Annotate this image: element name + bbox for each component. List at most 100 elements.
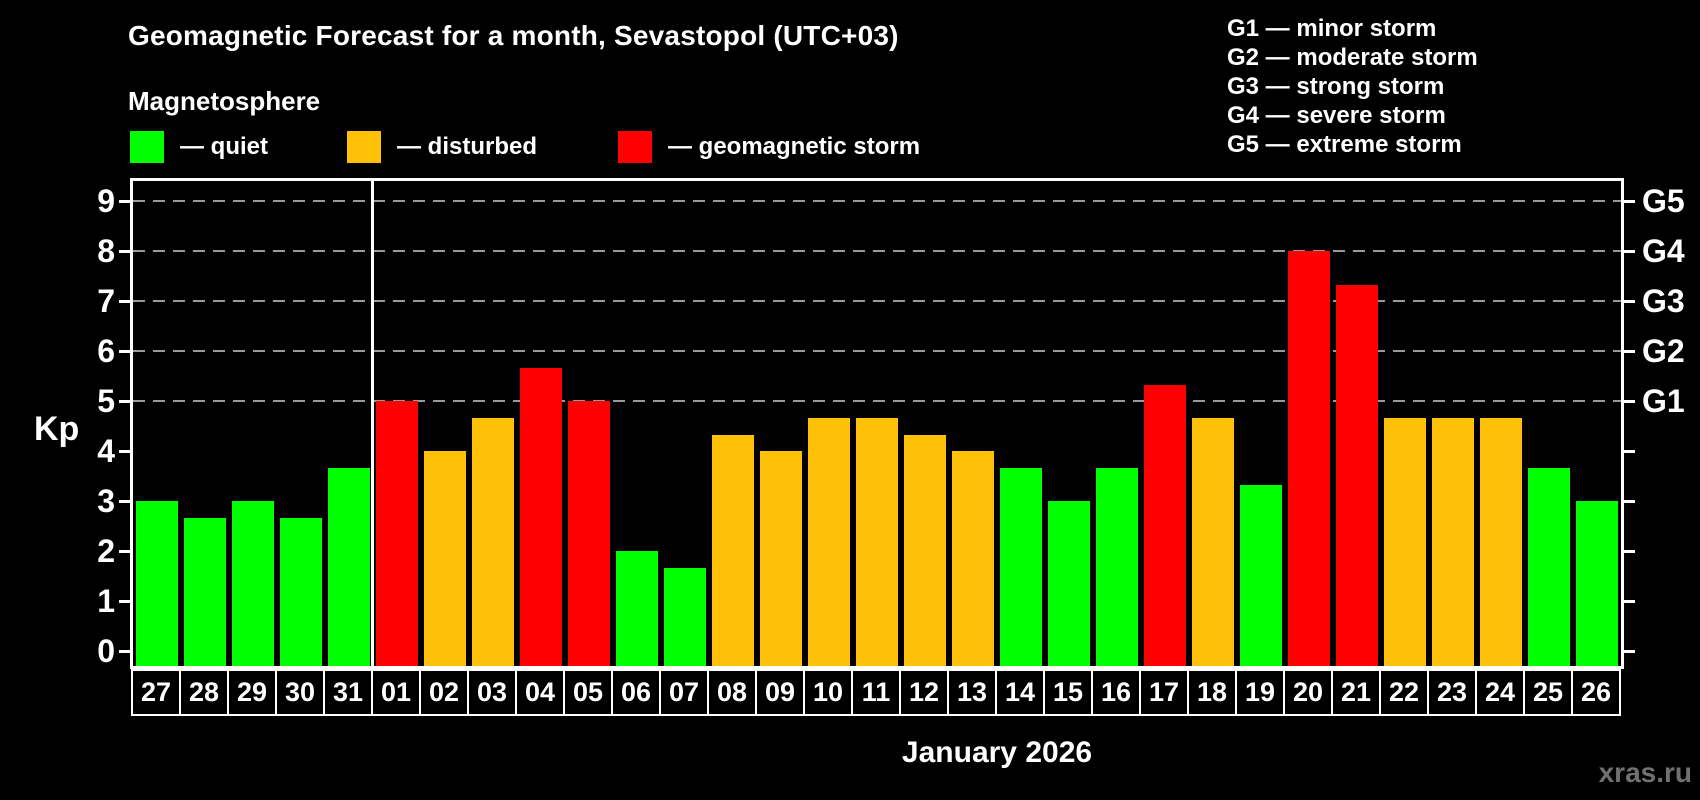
date-cell-25: 25 <box>1523 669 1573 716</box>
y-axis-tick-right <box>1621 450 1635 453</box>
chart-subtitle: Magnetosphere <box>128 86 321 116</box>
date-cell-02: 02 <box>419 669 469 716</box>
watermark: xras.ru <box>1598 757 1692 788</box>
gridline-kp6 <box>133 350 1621 352</box>
kp-bar-25 <box>1528 467 1570 666</box>
y-tick-label: 9 <box>97 183 115 219</box>
kp-bar-20 <box>1288 251 1330 666</box>
y-axis-tick-right <box>1621 400 1635 403</box>
y-axis-tick-right <box>1621 650 1635 653</box>
y-tick-label: 5 <box>97 383 115 419</box>
y-tick-label: 2 <box>97 533 115 569</box>
y-axis-tick-left <box>119 450 133 453</box>
kp-bar-11 <box>856 417 898 666</box>
date-cell-31: 31 <box>323 669 373 716</box>
g-legend-line: G4 — severe storm <box>1227 102 1446 129</box>
date-cell-20: 20 <box>1283 669 1333 716</box>
y-tick-label: 4 <box>97 433 115 469</box>
kp-bar-24 <box>1480 417 1522 666</box>
g-axis-label-g5: G5 <box>1642 183 1685 219</box>
y-axis-tick-right <box>1621 600 1635 603</box>
date-cell-11: 11 <box>851 669 901 716</box>
kp-bar-30 <box>280 517 322 666</box>
y-axis-tick-left <box>119 200 133 203</box>
y-tick-label: 0 <box>97 633 115 669</box>
g-legend-line: G1 — minor storm <box>1227 15 1437 42</box>
legend-item-quiet: — quiet <box>130 131 268 163</box>
month-divider <box>371 181 374 666</box>
date-cell-14: 14 <box>995 669 1045 716</box>
date-cell-16: 16 <box>1091 669 1141 716</box>
g-axis-label-g1: G1 <box>1642 383 1685 419</box>
kp-bar-26 <box>1576 501 1618 666</box>
kp-bar-17 <box>1144 384 1186 666</box>
date-cell-10: 10 <box>803 669 853 716</box>
kp-bar-10 <box>808 417 850 666</box>
y-axis-tick-left <box>119 650 133 653</box>
kp-bar-23 <box>1432 417 1474 666</box>
kp-bar-18 <box>1192 417 1234 666</box>
kp-bar-08 <box>712 434 754 666</box>
kp-bar-02 <box>424 451 466 666</box>
kp-bar-28 <box>184 517 226 666</box>
kp-bar-12 <box>904 434 946 666</box>
y-axis-tick-right <box>1621 500 1635 503</box>
y-axis-tick-left <box>119 250 133 253</box>
gridline-kp9 <box>133 200 1621 202</box>
x-axis-title: January 2026 <box>901 736 1093 769</box>
date-cell-08: 08 <box>707 669 757 716</box>
date-cell-12: 12 <box>899 669 949 716</box>
date-cell-29: 29 <box>227 669 277 716</box>
date-cell-07: 07 <box>659 669 709 716</box>
kp-bar-27 <box>136 501 178 666</box>
date-cell-13: 13 <box>947 669 997 716</box>
y-tick-label: 7 <box>97 283 115 319</box>
date-cell-21: 21 <box>1331 669 1381 716</box>
kp-bar-29 <box>232 501 274 666</box>
kp-bar-06 <box>616 551 658 666</box>
y-axis-tick-left <box>119 350 133 353</box>
kp-bar-19 <box>1240 484 1282 666</box>
date-cell-30: 30 <box>275 669 325 716</box>
kp-bar-09 <box>760 451 802 666</box>
y-tick-label: 8 <box>97 233 115 269</box>
legend-item-disturbed: — disturbed <box>347 131 537 163</box>
kp-bar-21 <box>1336 284 1378 666</box>
kp-bar-13 <box>952 451 994 666</box>
y-axis-tick-right <box>1621 250 1635 253</box>
date-cell-06: 06 <box>611 669 661 716</box>
y-axis-tick-right <box>1621 550 1635 553</box>
kp-bar-05 <box>568 401 610 666</box>
y-axis-tick-right <box>1621 300 1635 303</box>
y-tick-label: 6 <box>97 333 115 369</box>
y-axis-tick-left <box>119 400 133 403</box>
kp-bar-03 <box>472 417 514 666</box>
g-legend-line: G5 — extreme storm <box>1227 131 1462 158</box>
date-cell-28: 28 <box>179 669 229 716</box>
gridline-kp5 <box>133 400 1621 402</box>
kp-bar-15 <box>1048 501 1090 666</box>
date-cell-15: 15 <box>1043 669 1093 716</box>
gridline-kp8 <box>133 250 1621 252</box>
chart-title: Geomagnetic Forecast for a month, Sevast… <box>128 20 899 51</box>
g-scale-legend: G1 — minor storm G2 — moderate storm G3 … <box>1227 14 1478 159</box>
g-axis-label-g4: G4 <box>1642 233 1685 269</box>
date-cell-22: 22 <box>1379 669 1429 716</box>
kp-bar-01 <box>376 401 418 666</box>
disturbed-swatch-icon <box>347 131 381 163</box>
date-cell-19: 19 <box>1235 669 1285 716</box>
y-axis-tick-left <box>119 600 133 603</box>
date-cell-18: 18 <box>1187 669 1237 716</box>
storm-swatch-icon <box>618 131 652 163</box>
date-cell-17: 17 <box>1139 669 1189 716</box>
kp-bar-07 <box>664 567 706 666</box>
quiet-swatch-icon <box>130 131 164 163</box>
date-cell-01: 01 <box>371 669 421 716</box>
g-legend-line: G2 — moderate storm <box>1227 44 1478 71</box>
g-legend-line: G3 — strong storm <box>1227 73 1445 100</box>
g-axis-label-g3: G3 <box>1642 283 1685 319</box>
kp-bar-31 <box>328 467 370 666</box>
y-axis-title: Kp <box>34 410 80 448</box>
legend-label: — disturbed <box>397 133 538 160</box>
